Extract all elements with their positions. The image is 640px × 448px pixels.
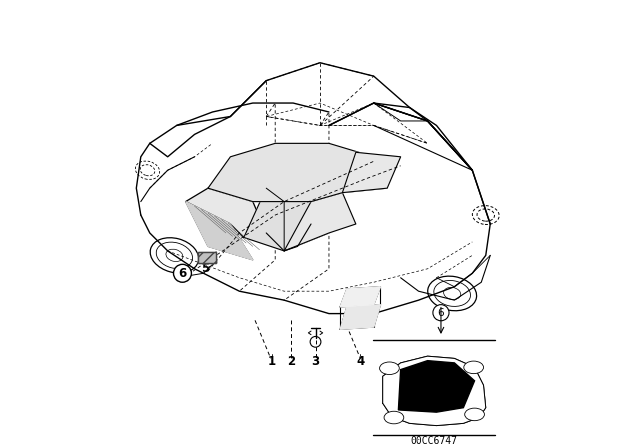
Text: 6: 6 xyxy=(438,308,444,318)
Polygon shape xyxy=(340,287,380,307)
Circle shape xyxy=(173,264,191,282)
Ellipse shape xyxy=(384,411,404,424)
Polygon shape xyxy=(186,188,266,237)
Polygon shape xyxy=(186,202,253,260)
Polygon shape xyxy=(398,361,475,412)
Polygon shape xyxy=(340,305,380,329)
Polygon shape xyxy=(198,252,216,263)
Polygon shape xyxy=(342,152,401,193)
Ellipse shape xyxy=(380,362,399,375)
Text: 00CC6747: 00CC6747 xyxy=(410,436,458,446)
Polygon shape xyxy=(383,356,486,426)
Text: 3: 3 xyxy=(312,355,319,369)
Polygon shape xyxy=(284,193,356,251)
Polygon shape xyxy=(198,252,216,263)
Polygon shape xyxy=(244,188,329,251)
Text: 5: 5 xyxy=(201,262,209,276)
Text: 1: 1 xyxy=(268,355,276,369)
Polygon shape xyxy=(208,143,387,202)
Text: 6: 6 xyxy=(179,267,187,280)
Text: 4: 4 xyxy=(356,355,364,369)
Circle shape xyxy=(433,305,449,321)
Ellipse shape xyxy=(465,408,484,421)
Ellipse shape xyxy=(464,361,484,374)
Text: 2: 2 xyxy=(287,355,295,369)
